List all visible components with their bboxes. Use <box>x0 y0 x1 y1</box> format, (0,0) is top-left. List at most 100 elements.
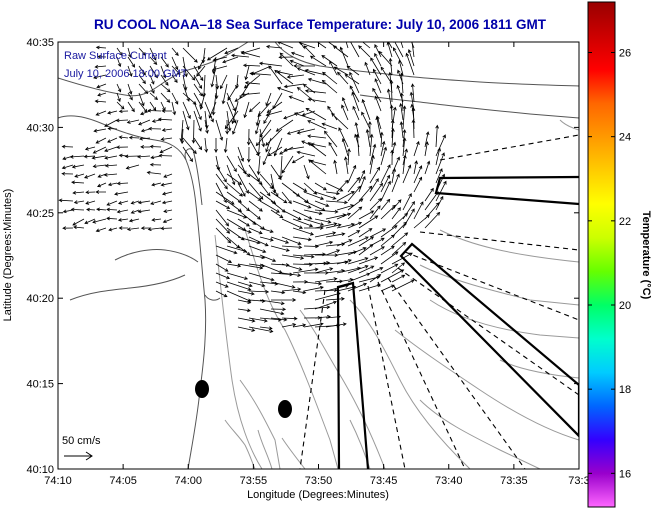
contour-line <box>214 234 263 469</box>
transect-box-north <box>434 175 579 206</box>
current-vector <box>370 57 382 76</box>
current-vector <box>391 241 407 256</box>
current-vector <box>268 65 283 85</box>
current-vector <box>372 87 382 103</box>
current-vector <box>223 137 228 154</box>
current-vector <box>226 263 242 268</box>
current-vector <box>118 135 129 140</box>
current-vector <box>259 236 274 242</box>
current-vector <box>411 42 415 58</box>
current-vector <box>193 137 203 151</box>
current-vector <box>267 146 283 157</box>
current-vector <box>369 205 381 220</box>
current-vector <box>358 175 366 193</box>
current-vector <box>151 182 162 187</box>
coastline-inlet <box>204 294 221 301</box>
current-vector <box>215 218 231 234</box>
current-vector <box>204 101 214 123</box>
current-vector <box>256 137 261 156</box>
current-vector <box>303 285 324 292</box>
station-marker <box>278 400 292 418</box>
current-vector <box>124 154 140 159</box>
current-vector <box>349 71 360 94</box>
current-vector <box>93 74 107 80</box>
current-vector <box>148 126 162 131</box>
current-vector <box>225 119 230 135</box>
current-vector <box>160 56 169 68</box>
current-vector <box>292 267 319 274</box>
current-vector <box>149 162 162 167</box>
coastline-rockaway <box>359 94 579 119</box>
current-vector <box>116 101 125 110</box>
current-vector <box>230 53 250 58</box>
current-vector <box>95 137 107 144</box>
current-vector <box>279 146 294 155</box>
current-vector <box>424 160 431 175</box>
current-vector <box>243 101 250 119</box>
current-vector <box>162 218 173 223</box>
current-vector <box>358 228 373 238</box>
current-vector <box>215 245 238 255</box>
current-vector <box>281 155 294 174</box>
current-vector <box>347 257 369 265</box>
current-vector <box>339 46 349 67</box>
current-vector <box>350 42 360 58</box>
current-vector <box>193 74 203 90</box>
current-vector <box>296 128 316 135</box>
current-vector <box>347 272 371 283</box>
current-vector <box>97 173 107 178</box>
current-vector <box>171 47 179 57</box>
current-vector <box>278 55 294 60</box>
current-vector <box>380 225 398 238</box>
current-vector <box>193 83 203 97</box>
x-tick-label: 73:3 <box>568 475 589 487</box>
current-vector <box>232 119 239 135</box>
y-tick-label: 40:20 <box>26 293 54 305</box>
current-vector <box>391 274 406 283</box>
current-vector <box>379 131 384 148</box>
current-vector <box>307 142 327 157</box>
current-vector <box>336 212 352 220</box>
current-vector <box>314 277 338 283</box>
current-vector <box>243 74 261 89</box>
current-vector <box>361 98 371 121</box>
current-vector <box>374 44 382 58</box>
current-vector <box>237 146 244 162</box>
current-vector <box>180 128 185 145</box>
current-vector <box>231 101 239 125</box>
current-vector <box>358 169 366 184</box>
current-vector <box>303 281 323 286</box>
current-vector <box>125 164 140 170</box>
current-vector <box>410 83 415 103</box>
current-vector <box>263 110 272 125</box>
current-vector <box>358 256 379 265</box>
current-vector <box>325 191 341 196</box>
current-vector <box>97 92 107 97</box>
current-vector <box>346 65 360 76</box>
current-vector <box>97 54 107 59</box>
current-vector <box>283 83 305 89</box>
current-vector <box>336 191 355 202</box>
contour-line <box>419 399 541 469</box>
current-vector <box>307 97 327 103</box>
current-vector <box>341 97 349 112</box>
current-vector <box>163 173 173 178</box>
current-vector <box>149 101 157 112</box>
current-vector <box>259 200 280 213</box>
current-vector <box>325 182 344 192</box>
x-tick-label: 73:50 <box>305 475 333 487</box>
current-vector <box>73 225 85 230</box>
current-vector <box>270 236 290 244</box>
current-vector <box>281 323 297 328</box>
contour-line <box>257 429 306 469</box>
current-vector <box>138 83 149 95</box>
current-vector <box>248 245 267 253</box>
current-vector <box>237 173 249 194</box>
current-vector <box>96 207 107 212</box>
current-vector <box>358 283 381 292</box>
current-vector <box>413 165 423 184</box>
y-tick-label: 40:10 <box>26 464 54 476</box>
current-vector <box>237 236 261 245</box>
current-vector <box>138 74 146 85</box>
coastline-brooklyn <box>274 42 579 87</box>
